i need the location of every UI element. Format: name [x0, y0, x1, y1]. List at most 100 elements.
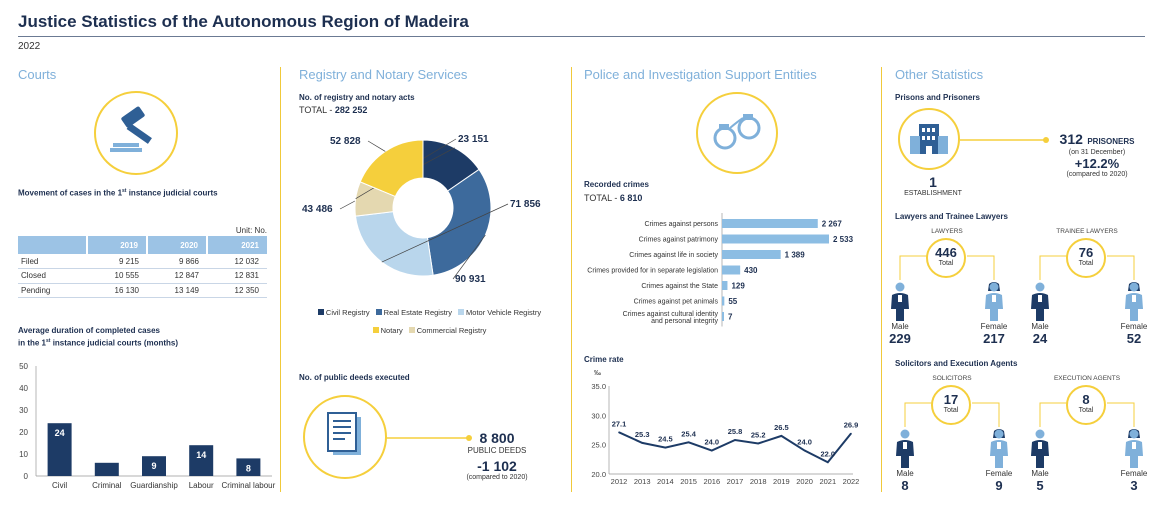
total-label: Total: [938, 260, 954, 267]
group-label: TRAINEE LAWYERS: [1056, 228, 1118, 235]
slice-data-label: 52 828: [330, 136, 361, 147]
x-tick-label: Criminal labour: [222, 481, 276, 490]
crimes-total: TOTAL - 6 810: [584, 193, 643, 203]
bar: [722, 281, 728, 290]
legend-label: Motor Vehicle Registry: [466, 308, 542, 317]
data-point: [827, 461, 829, 464]
male-person-icon: [889, 281, 911, 326]
group-label: EXECUTION AGENTS: [1053, 375, 1121, 382]
legend-label: Civil Registry: [325, 308, 370, 317]
legend-swatch: [458, 309, 465, 315]
prisoners-summary: 312 PRISONERS (on 31 December) +12.2% (c…: [1052, 131, 1142, 178]
point-data-label: 25.8: [728, 427, 743, 436]
gavel-icon: [94, 91, 178, 175]
male-person-icon: [894, 428, 916, 473]
movement-table: 2019 2020 2021 Filed 9 215 9 866 12 032 Clo…: [18, 236, 267, 298]
solicitors-group: SOLICITORS 17 Total Male Female 8 9: [892, 375, 1012, 493]
data-point: [734, 439, 736, 441]
bar-data-label: 55: [728, 297, 737, 306]
point-data-label: 22.0: [820, 449, 835, 458]
x-tick-label: 2017: [727, 477, 744, 486]
y-tick-label: 30: [19, 406, 28, 415]
bar-data-label: 2 267: [822, 220, 843, 229]
x-tick-label: 2012: [611, 477, 628, 486]
x-tick-label: 2019: [773, 477, 790, 486]
female-person-icon: [1123, 428, 1145, 473]
female-count: 9: [995, 478, 1003, 493]
bar: [47, 423, 72, 476]
female-person-icon: [988, 428, 1010, 473]
handcuffs-icon: [696, 92, 778, 174]
registry-donut-chart: 43 486 90 931 71 856 23 151 52 828: [302, 134, 541, 285]
total-label: Total: [1078, 260, 1094, 267]
total-value: 8: [1082, 392, 1090, 407]
deeds-change-note: (compared to 2020): [466, 474, 528, 481]
category-label: Crimes against the State: [641, 283, 718, 290]
x-tick-label: 2020: [796, 477, 813, 486]
registry-heading: Registry and Notary Services: [299, 67, 468, 82]
category-label: Crimes provided for in separate legislat…: [587, 268, 718, 275]
category-label: Crimes against persons: [644, 221, 718, 228]
title-rule: [18, 36, 1145, 37]
point-data-label: 26.5: [774, 423, 789, 432]
year: 2022: [18, 41, 41, 52]
bar: [722, 265, 741, 275]
bar-data-label: 430: [744, 266, 758, 275]
point-data-label: 24.0: [704, 438, 719, 447]
female-label: Female: [985, 469, 1013, 478]
group-label: LAWYERS: [931, 228, 963, 235]
bar: [142, 456, 166, 476]
deeds-label: PUBLIC DEEDS: [467, 446, 527, 455]
bar-data-label: 8: [246, 463, 251, 473]
male-count: 24: [1032, 331, 1048, 346]
data-point: [850, 432, 852, 435]
male-person-icon: [1029, 281, 1051, 326]
total-circle: 8 Total: [1066, 385, 1106, 425]
female-label: Female: [980, 322, 1008, 331]
female-count: 217: [983, 331, 1005, 346]
data-point: [641, 442, 643, 444]
bar: [236, 458, 261, 476]
female-count: 3: [1130, 478, 1138, 493]
trainees-group: TRAINEE LAWYERS 76 Total Male Female 24 …: [1027, 228, 1147, 346]
prisoners-note: (on 31 December): [1068, 149, 1126, 156]
acts-title: No. of registry and notary acts: [299, 93, 415, 102]
divider: [280, 67, 281, 492]
deeds-summary: 8 800 PUBLIC DEEDS -1 102 (compared to 2…: [452, 430, 542, 481]
y-tick-label: 25.0: [591, 441, 606, 450]
bar: [722, 219, 818, 228]
bar-data-label: 7: [728, 313, 733, 322]
page-title: Justice Statistics of the Autonomous Reg…: [18, 12, 469, 31]
legend-label: Notary: [380, 326, 403, 335]
data-point: [618, 431, 620, 434]
y-tick-label: 30.0: [591, 411, 606, 420]
x-tick-label: Labour: [189, 481, 214, 490]
slice-data-label: 23 151: [458, 134, 489, 145]
male-count: 8: [901, 478, 909, 493]
crimes-title: Recorded crimes: [584, 180, 649, 189]
point-data-label: 25.4: [681, 429, 696, 438]
legend-entry: Civil Registry: [317, 308, 370, 317]
series-line: [618, 431, 852, 464]
point-data-label: 27.1: [612, 419, 627, 428]
leader-line: [381, 203, 509, 263]
category-label: Crimes against pet animals: [634, 299, 719, 306]
donut-slice: [354, 211, 434, 277]
y-tick-label: 20.0: [591, 470, 606, 479]
x-tick-label: Civil: [52, 481, 67, 490]
crimes-bar-chart: Crimes against persons 2 267 Crimes agains…: [587, 213, 854, 327]
legend-entry: Real Estate Registry: [375, 308, 452, 317]
slice-data-label: 90 931: [455, 274, 486, 285]
table-header: 2021: [206, 236, 267, 254]
courts-heading: Courts: [18, 67, 57, 82]
legend-swatch: [317, 309, 324, 315]
x-tick-label: 2014: [657, 477, 674, 486]
x-tick-label: 2016: [703, 477, 720, 486]
crime-rate-line-chart: 20.0 25.0 30.0 35.0 27.1 2012 25.3 2013 24.5 2014…: [591, 382, 859, 486]
prisoners-count: 312 PRISONERS: [1059, 131, 1135, 147]
bar: [722, 250, 781, 259]
lawyers-title: Lawyers and Trainee Lawyers: [895, 212, 1008, 221]
rate-title: Crime rate: [584, 355, 624, 364]
group-label: SOLICITORS: [932, 375, 972, 382]
data-point: [757, 442, 759, 445]
